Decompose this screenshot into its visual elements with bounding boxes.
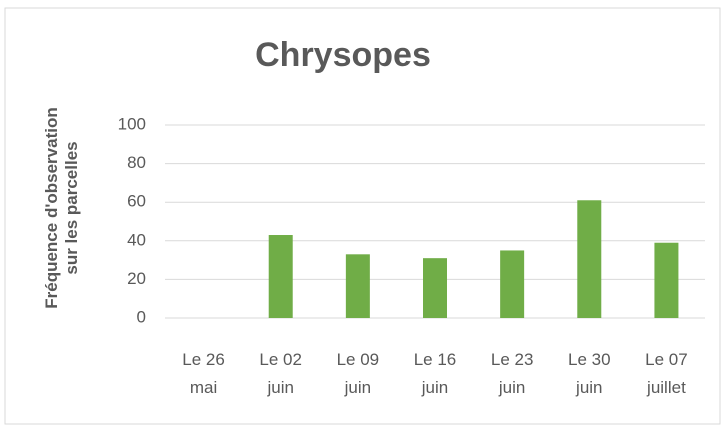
x-tick-label: Le 02 juin (259, 350, 302, 397)
bar (423, 258, 447, 318)
y-axis-label: Fréquence d'observation sur les parcelle… (42, 107, 81, 309)
y-tick-label: 40 (127, 230, 146, 249)
x-tick-label: Le 30 juin (568, 350, 611, 397)
bar (500, 250, 525, 318)
bar (577, 200, 602, 318)
y-tick-label: 100 (118, 114, 146, 133)
y-tick-label: 60 (127, 192, 146, 211)
bar (268, 235, 293, 318)
x-tick-label: Le 09 juin (336, 350, 380, 397)
x-tick-label: Le 16 juin (413, 350, 457, 397)
bar (345, 254, 370, 318)
y-tick-label: 20 (127, 269, 146, 288)
x-tick-label: Le 26 mai (182, 350, 225, 397)
x-tick-label: Le 23 juin (490, 350, 534, 397)
x-tick-label: Le 07 juillet (645, 350, 688, 397)
y-tick-label: 80 (127, 153, 146, 172)
chart-title: Chrysopes (255, 36, 431, 74)
y-tick-label: 0 (137, 307, 146, 326)
bar (654, 242, 679, 318)
